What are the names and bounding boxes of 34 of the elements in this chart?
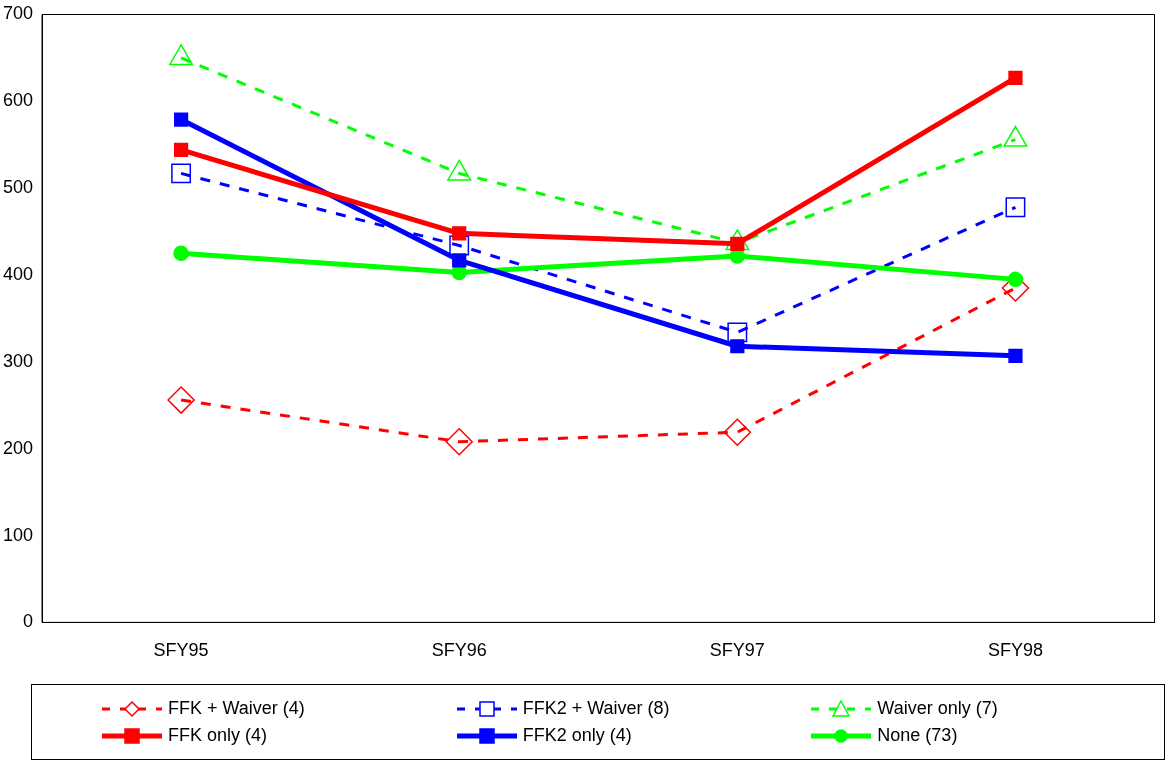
point [1005,197,1026,218]
legend-label: FFK2 only (4) [522,725,632,746]
point [173,245,189,262]
legend-label: FFK + Waiver (4) [168,698,305,719]
point [167,386,195,414]
y-tick-label: 0 [23,611,34,632]
point [173,142,189,158]
point [1007,271,1024,288]
point [723,418,752,446]
y-tick-label: 100 [2,524,34,545]
point [445,428,473,456]
legend-label: FFK2 + Waiver (8) [522,698,670,719]
point [173,112,189,127]
y-tick-label: 500 [2,177,34,198]
point [727,322,748,343]
point [171,163,192,184]
point [1008,348,1023,363]
point [452,253,467,268]
legend-label: Waiver only (7) [877,698,998,719]
y-tick-label: 300 [2,350,34,371]
y-tick-label: 600 [2,90,34,111]
legend-label: FFK only (4) [168,725,268,746]
point [730,339,745,354]
legend-label: None (73) [877,725,958,746]
x-tick-label: SFY95 [153,640,209,661]
x-tick-label: SFY96 [431,640,487,661]
x-tick-label: SFY98 [987,640,1043,661]
point [452,226,467,241]
point [449,235,470,256]
y-tick-label: 700 [2,3,34,24]
y-tick-label: 400 [2,264,34,284]
y-tick-label: 200 [2,437,34,458]
x-tick-label: SFY97 [709,640,765,661]
point [1008,70,1023,86]
